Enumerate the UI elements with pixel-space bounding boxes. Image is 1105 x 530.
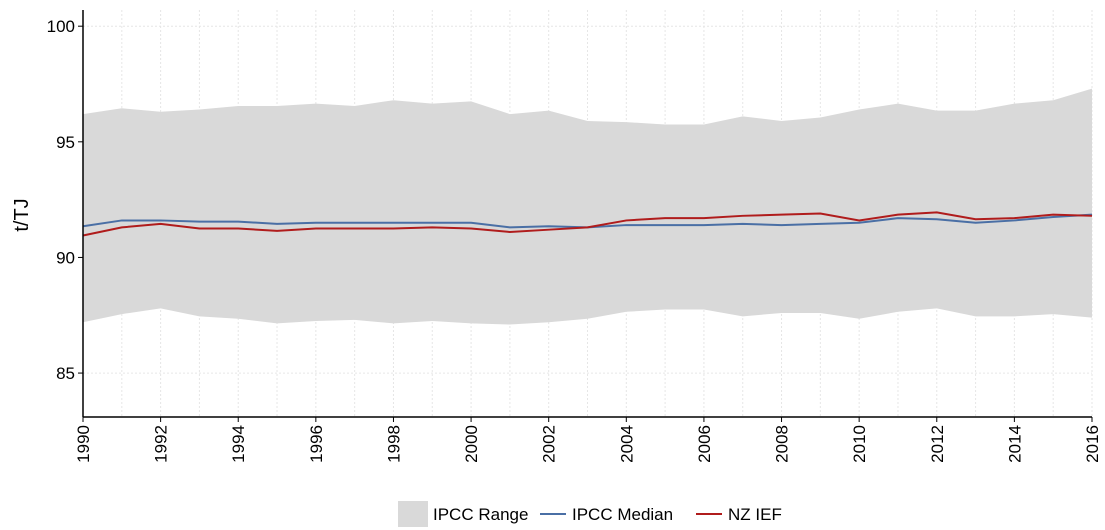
x-tick-label: 2002	[540, 425, 559, 463]
legend-swatch	[398, 501, 428, 527]
legend-label: IPCC Median	[572, 505, 673, 524]
y-tick-label: 100	[47, 17, 75, 36]
legend-label: NZ IEF	[728, 505, 782, 524]
x-tick-label: 2008	[773, 425, 792, 463]
x-tick-label: 2004	[617, 425, 636, 463]
x-tick-label: 2014	[1005, 425, 1024, 463]
legend-label: IPCC Range	[433, 505, 528, 524]
y-tick-label: 95	[56, 133, 75, 152]
y-tick-label: 85	[56, 364, 75, 383]
x-tick-label: 1996	[307, 425, 326, 463]
x-tick-label: 2010	[850, 425, 869, 463]
x-tick-label: 2006	[695, 425, 714, 463]
range-area	[83, 88, 1092, 325]
x-tick-label: 1994	[229, 425, 248, 463]
x-tick-label: 1992	[152, 425, 171, 463]
x-tick-label: 1990	[74, 425, 93, 463]
y-tick-label: 90	[56, 248, 75, 267]
y-axis-label: t/TJ	[11, 198, 33, 231]
x-tick-label: 1998	[384, 425, 403, 463]
x-tick-label: 2016	[1083, 425, 1102, 463]
series-line	[82, 211, 1093, 237]
x-tick-label: 2012	[928, 425, 947, 463]
x-tick-label: 2000	[462, 425, 481, 463]
